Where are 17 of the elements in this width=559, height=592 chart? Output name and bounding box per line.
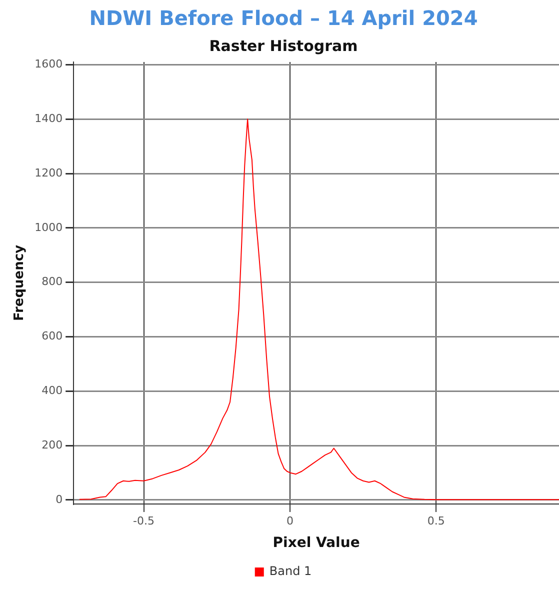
x-tick-label: -0.5 <box>133 514 155 528</box>
y-tick-label: 600 <box>42 330 63 343</box>
x-axis-title: Pixel Value <box>272 535 360 552</box>
y-tick-label: 200 <box>42 438 63 452</box>
chart-title: NDWI Before Flood – 14 April 2024 <box>89 6 478 30</box>
y-tick-label: 1200 <box>34 166 63 180</box>
chart-subtitle: Raster Histogram <box>209 36 358 55</box>
y-tick-label: 800 <box>42 275 63 288</box>
x-tick-label: 0 <box>286 514 294 528</box>
y-axis-title: Frequency <box>12 244 28 322</box>
y-tick-label: 0 <box>56 492 63 506</box>
y-tick-label: 1400 <box>34 112 63 125</box>
x-tick-label: 0.5 <box>427 514 445 528</box>
y-tick-label: 1600 <box>34 58 63 71</box>
legend-label: Band 1 <box>269 564 312 578</box>
y-tick-label: 400 <box>42 384 63 397</box>
y-tick-label: 1000 <box>34 220 63 234</box>
